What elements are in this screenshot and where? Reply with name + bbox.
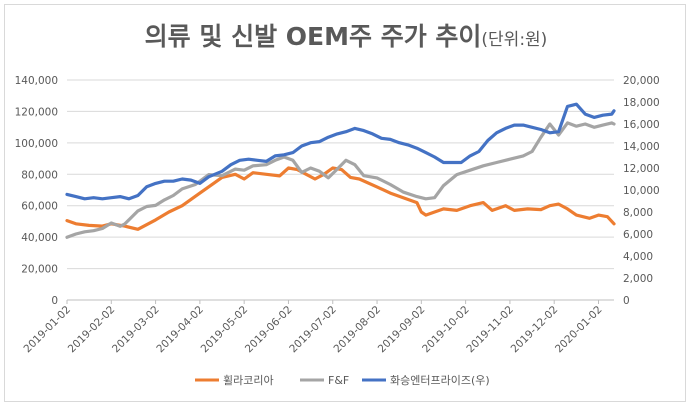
right-tick-label: 12,000 <box>623 163 660 175</box>
right-tick-label: 8,000 <box>623 207 653 219</box>
right-axis-ticks: 0 2,000 4,000 6,000 8,000 10,000 12,000 14,000 1… <box>623 75 660 307</box>
right-tick-label: 6,000 <box>623 229 653 241</box>
left-tick-label: 80,000 <box>21 169 58 181</box>
left-axis-ticks: 0 20,000 40,000 60,000 80,000 100,000 120,000 1… <box>15 75 58 307</box>
gridlines <box>67 79 614 301</box>
left-tick-label: 100,000 <box>15 138 58 150</box>
chart-title: 의류 및 신발 OEM주 주가 추이(단위:원) <box>0 22 692 55</box>
series-line <box>65 102 616 201</box>
right-tick-label: 4,000 <box>623 251 653 263</box>
right-tick-label: 2,000 <box>623 273 653 285</box>
right-tick-label: 18,000 <box>623 97 660 109</box>
series-line <box>65 121 616 239</box>
series-line <box>65 166 616 231</box>
series-lines <box>65 102 616 239</box>
x-tick-label: 2020-01-02 <box>553 304 605 356</box>
right-tick-label: 16,000 <box>623 119 660 131</box>
left-tick-label: 60,000 <box>21 201 58 213</box>
chart-frame <box>4 4 686 402</box>
chart-title-main: 의류 및 신발 OEM주 주가 추이 <box>144 22 482 51</box>
x-axis-ticks: 2019-01-022019-02-022019-03-022019-04-02… <box>21 299 614 356</box>
left-tick-label: 20,000 <box>21 264 58 276</box>
legend-label: F&F <box>328 374 349 387</box>
legend: 휠라코리아 F&F 화승엔터프라이즈(우) <box>195 374 490 387</box>
left-tick-label: 120,000 <box>15 106 58 118</box>
chart-title-unit: (단위:원) <box>481 30 548 50</box>
right-tick-label: 10,000 <box>623 185 660 197</box>
left-tick-label: 40,000 <box>21 232 58 244</box>
right-tick-label: 0 <box>623 295 630 307</box>
legend-label: 화승엔터프라이즈(우) <box>390 374 490 387</box>
right-tick-label: 14,000 <box>623 141 660 153</box>
right-tick-label: 20,000 <box>623 75 660 87</box>
legend-label: 휠라코리아 <box>223 374 274 387</box>
left-tick-label: 0 <box>51 295 58 307</box>
left-tick-label: 140,000 <box>15 75 58 87</box>
